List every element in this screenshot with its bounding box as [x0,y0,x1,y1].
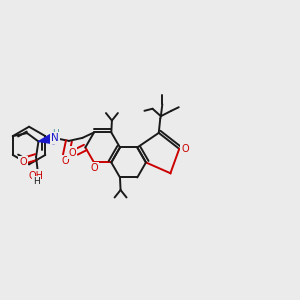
Text: OH: OH [29,170,44,181]
Text: H: H [52,129,59,138]
Text: N: N [51,133,59,143]
Text: O: O [90,164,98,173]
Text: O: O [182,144,189,154]
Text: O: O [19,158,27,167]
Text: O: O [61,156,69,166]
Polygon shape [38,133,54,144]
Text: H: H [33,177,40,186]
Text: O: O [68,148,76,158]
